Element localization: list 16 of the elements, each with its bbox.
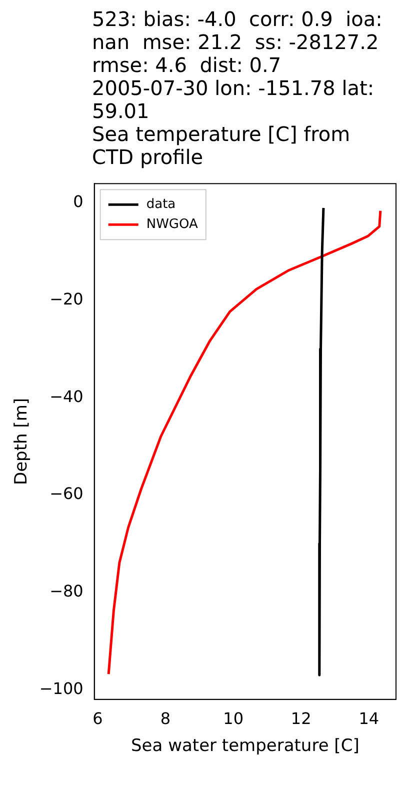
y-tick-label: −40 — [50, 386, 84, 406]
y-tick-label: −100 — [39, 678, 84, 698]
y-tick-label: −20 — [50, 290, 84, 309]
y-axis-title: Depth [m] — [12, 398, 32, 486]
x-tick-label: 14 — [358, 709, 380, 728]
legend-label: data — [146, 196, 176, 212]
y-tick-label: −80 — [50, 582, 84, 601]
x-axis-title: Sea water temperature [C] — [131, 736, 360, 756]
x-tick-label: 10 — [223, 709, 244, 728]
x-tick-label: 6 — [92, 709, 103, 728]
x-tick-label: 8 — [160, 709, 171, 728]
y-tick-label: −60 — [50, 484, 84, 504]
legend-label: NWGOA — [146, 216, 198, 232]
chart-title: 523: bias: -4.0 corr: 0.9 ioa: nan mse: 21.2 ss: -28127.2 rmse: 4.6 dist: 0.7 2005-07-30 lon: -151.78 lat: 59.01 Sea temperature [C] from CTD profile — [92, 7, 384, 169]
x-tick-label: 12 — [290, 709, 312, 728]
y-tick-label: 0 — [73, 192, 84, 212]
